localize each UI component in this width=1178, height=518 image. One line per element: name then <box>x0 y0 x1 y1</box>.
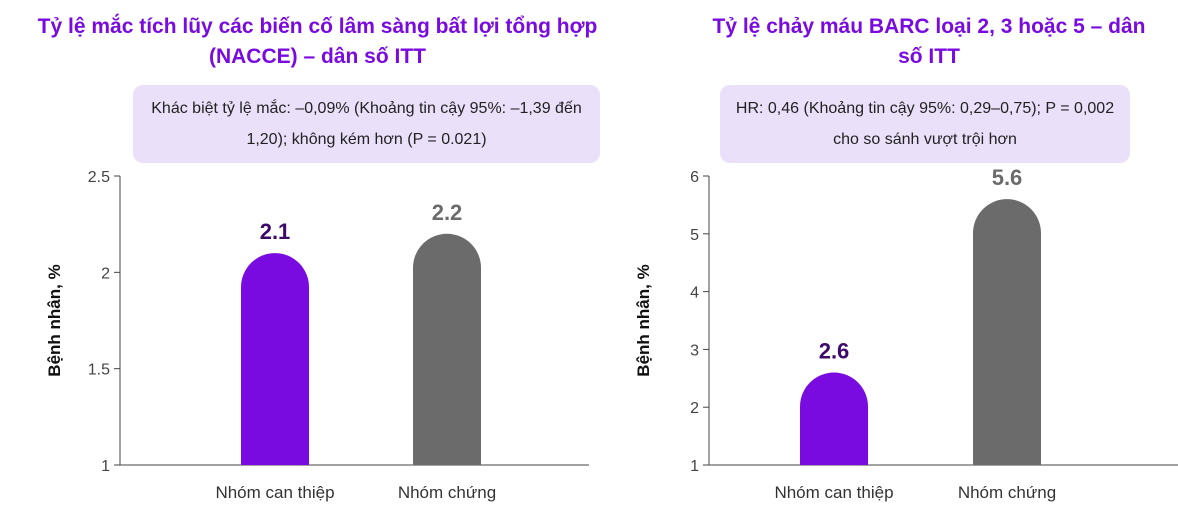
bar-control <box>973 199 1041 465</box>
y-tick-label: 1 <box>690 458 699 475</box>
chart-title: Tỷ lệ mắc tích lũy các biến cố lâm sàng … <box>37 15 598 68</box>
y-axis-title: Bệnh nhân, % <box>634 264 653 376</box>
stats-note: HR: 0,46 (Khoảng tin cậy 95%: 0,29–0,75)… <box>720 85 1130 163</box>
y-tick-label: 2.5 <box>88 169 110 186</box>
nacce-bar-chart: 1 1.5 2 2.5 Bệnh nhân, % 2.1 Nhóm can thiệp 2.2… <box>45 169 589 502</box>
bar-value-label: 2.2 <box>432 200 463 225</box>
bar-value-label: 2.6 <box>819 339 850 364</box>
y-tick-label: 2 <box>101 265 110 282</box>
bar-control <box>413 233 481 465</box>
y-axis-title: Bệnh nhân, % <box>45 264 64 376</box>
chart-title: Tỷ lệ chảy máu BARC loại 2, 3 hoặc 5 – d… <box>712 15 1146 68</box>
y-tick-label: 2 <box>690 400 699 417</box>
x-category-label: Nhóm chứng <box>398 483 496 502</box>
y-tick-label: 5 <box>690 227 699 244</box>
bar-intervention <box>800 372 868 465</box>
stats-note: Khác biệt tỷ lệ mắc: –0,09% (Khoảng tin … <box>133 85 600 163</box>
bar-value-label: 5.6 <box>992 165 1023 190</box>
y-tick-label: 3 <box>690 342 699 359</box>
x-category-label: Nhóm can thiệp <box>215 483 334 502</box>
y-tick-label: 4 <box>690 285 699 302</box>
x-category-label: Nhóm chứng <box>958 483 1056 502</box>
chart-panel-nacce: Tỷ lệ mắc tích lũy các biến cố lâm sàng … <box>38 15 600 502</box>
x-category-label: Nhóm can thiệp <box>774 483 893 502</box>
bar-intervention <box>241 253 309 465</box>
y-tick-label: 1 <box>101 458 110 475</box>
chart-panel-barc: Tỷ lệ chảy máu BARC loại 2, 3 hoặc 5 – d… <box>589 0 1178 518</box>
y-tick-label: 1.5 <box>88 362 110 379</box>
barc-bar-chart: 1 2 3 4 5 6 Bệnh nhân, % 2.6 Nhóm can thiệp 5.6 Nh… <box>634 165 1178 502</box>
y-tick-label: 6 <box>690 169 699 186</box>
bar-value-label: 2.1 <box>260 219 291 244</box>
